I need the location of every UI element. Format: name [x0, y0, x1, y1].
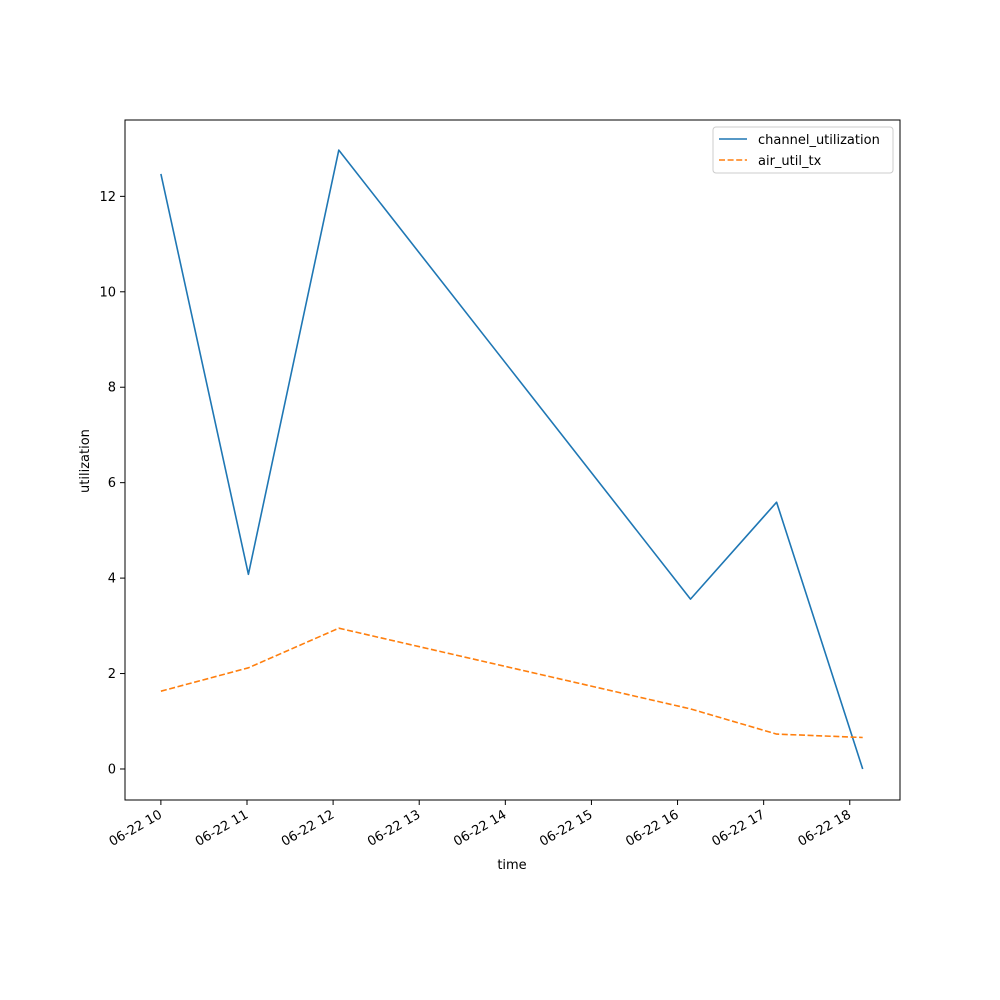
x-axis-ticks: 06-22 10 06-22 11 06-22 12 06-22 13 06-22 14… — [107, 800, 854, 850]
series-line-channel-utilization — [160, 149, 864, 770]
series-line-air-util-tx — [160, 627, 863, 739]
legend-label-air-util-tx: air_util_tx — [758, 154, 822, 169]
y-tick-label: 4 — [108, 572, 116, 587]
y-tick-label: 2 — [108, 667, 116, 682]
y-tick-label: 10 — [99, 285, 116, 300]
y-tick-label: 6 — [108, 476, 116, 491]
y-tick-label: 12 — [99, 190, 116, 205]
y-axis-label: utilization — [78, 429, 93, 493]
x-tick-label: 06-22 11 — [193, 807, 251, 849]
legend-box — [712, 126, 894, 174]
legend-label-channel-utilization: channel_utilization — [758, 133, 880, 148]
x-tick-label: 06-22 15 — [537, 807, 595, 849]
x-tick-label: 06-22 10 — [107, 807, 165, 849]
y-tick-label: 0 — [108, 762, 116, 777]
x-axis-label: time — [497, 858, 526, 873]
y-tick-label: 8 — [108, 381, 116, 396]
legend: channel_utilization air_util_tx — [712, 126, 894, 174]
plot-area-frame — [124, 119, 901, 801]
y-axis-ticks: 0 2 4 6 8 10 12 — [99, 190, 125, 777]
x-tick-label: 06-22 16 — [623, 807, 681, 849]
x-tick-label: 06-22 13 — [365, 807, 423, 849]
x-tick-label: 06-22 17 — [710, 807, 768, 849]
x-tick-label: 06-22 18 — [796, 807, 854, 849]
x-tick-label: 06-22 12 — [279, 807, 337, 849]
series-layer — [160, 149, 864, 770]
x-tick-label: 06-22 14 — [451, 807, 509, 849]
